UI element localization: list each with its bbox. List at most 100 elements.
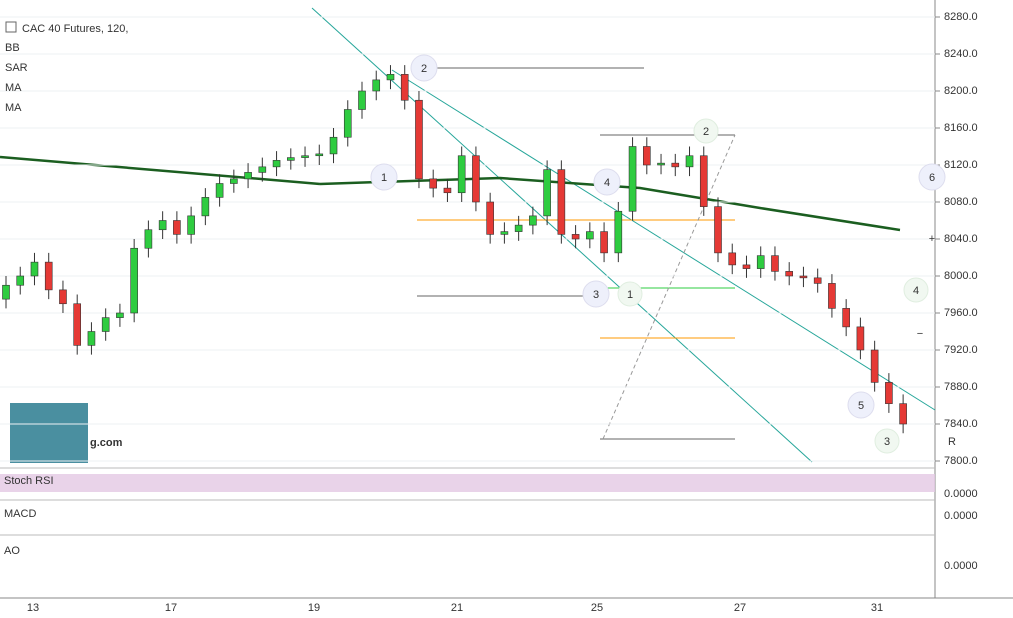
candle-body xyxy=(529,215,537,226)
candle-body xyxy=(472,155,480,203)
wave-label: 4 xyxy=(604,177,610,189)
indicator-label[interactable]: MA xyxy=(5,102,22,114)
candle-body xyxy=(173,220,181,235)
candle-body xyxy=(144,229,153,249)
candle-body xyxy=(429,178,438,189)
candle-body xyxy=(286,157,295,161)
candle-body xyxy=(756,255,765,269)
candle-body xyxy=(586,231,594,240)
candle-body xyxy=(315,153,324,157)
candle-body xyxy=(443,187,452,194)
candle-body xyxy=(258,166,267,173)
candle-body xyxy=(828,283,836,309)
candle-body xyxy=(44,261,53,291)
wave-circle xyxy=(847,391,875,419)
green-label: 3 xyxy=(884,436,890,448)
y-tick-label: 7840.0 xyxy=(944,418,978,430)
candle-body xyxy=(30,261,39,277)
candle-body xyxy=(230,178,238,184)
candle-body xyxy=(372,79,381,92)
candle-body xyxy=(158,220,167,231)
candle-body xyxy=(728,252,737,266)
wave-circle xyxy=(918,163,946,191)
candle-body xyxy=(73,303,81,346)
candle-body xyxy=(614,210,623,254)
candle-body xyxy=(785,271,794,277)
candle-body xyxy=(116,312,124,318)
candle-body xyxy=(386,74,395,81)
candle-body xyxy=(771,255,779,272)
y-tick-label: 7920.0 xyxy=(944,344,978,356)
candle-body xyxy=(885,382,893,404)
candle-body xyxy=(329,136,338,155)
green-label: R xyxy=(948,436,956,448)
x-tick-label: 19 xyxy=(308,602,320,614)
watermark: g.com xyxy=(90,437,123,449)
wave-circle xyxy=(370,163,398,191)
wave-label: 1 xyxy=(381,172,387,184)
indicator-label[interactable]: MA xyxy=(5,82,22,94)
candle-body xyxy=(642,146,651,166)
ma-line xyxy=(0,155,321,186)
candle-body xyxy=(685,155,694,168)
pane-tick-label: 0.0000 xyxy=(944,560,978,572)
y-tick-label: 8080.0 xyxy=(944,196,978,208)
candle-body xyxy=(813,277,822,284)
candle-body xyxy=(500,231,509,235)
candle-body xyxy=(842,308,850,328)
candle-body xyxy=(244,172,252,180)
wave-label: 5 xyxy=(858,400,864,412)
x-tick-label: 25 xyxy=(591,602,603,614)
y-tick-label: 8120.0 xyxy=(944,159,978,171)
candle-body xyxy=(671,162,680,168)
y-tick-label: 7960.0 xyxy=(944,307,978,319)
pane-label[interactable]: Stoch RSI xyxy=(4,475,54,487)
candle-body xyxy=(742,264,751,269)
y-tick-label: 8200.0 xyxy=(944,85,978,97)
indicator-label[interactable]: SAR xyxy=(5,62,28,74)
y-tick-label: 8240.0 xyxy=(944,48,978,60)
channel-line xyxy=(311,7,813,463)
wave-label: 6 xyxy=(929,172,935,184)
y-tick-label: 7800.0 xyxy=(944,455,978,467)
candle-body xyxy=(358,90,366,110)
candle-body xyxy=(59,289,67,305)
candle-body xyxy=(557,169,566,235)
wave-circle xyxy=(903,277,929,303)
candle-body xyxy=(856,326,865,351)
projection-line xyxy=(602,134,736,440)
candle-body xyxy=(870,349,879,383)
candle-body xyxy=(699,155,708,207)
chart-title: CAC 40 Futures, 120, xyxy=(22,23,128,35)
candle-body xyxy=(457,155,466,194)
green-label: − xyxy=(917,328,923,340)
candle-body xyxy=(215,183,224,198)
wave-circle xyxy=(593,168,621,196)
logo xyxy=(10,403,88,463)
candle-body xyxy=(899,403,907,425)
y-tick-label: 8000.0 xyxy=(944,270,978,282)
stoch-band xyxy=(0,474,935,492)
y-tick-label: 7880.0 xyxy=(944,381,978,393)
collapse-icon[interactable] xyxy=(5,21,17,33)
y-tick-label: 8280.0 xyxy=(944,11,978,23)
pane-label[interactable]: AO xyxy=(4,545,20,557)
wave-circle xyxy=(582,280,610,308)
pane-tick-label: 0.0000 xyxy=(944,510,978,522)
green-label: 4 xyxy=(913,285,919,297)
green-label: + xyxy=(929,233,935,245)
candle-body xyxy=(201,197,210,217)
candle-body xyxy=(514,224,523,232)
candle-body xyxy=(799,275,808,279)
wave-circle xyxy=(410,54,438,82)
pane-tick-label: 0.0000 xyxy=(944,488,978,500)
wave-circle xyxy=(617,281,643,307)
candle-body xyxy=(600,231,608,254)
indicator-label[interactable]: BB xyxy=(5,42,20,54)
candle-body xyxy=(400,74,409,101)
pane-label[interactable]: MACD xyxy=(4,508,36,520)
x-tick-label: 27 xyxy=(734,602,746,614)
